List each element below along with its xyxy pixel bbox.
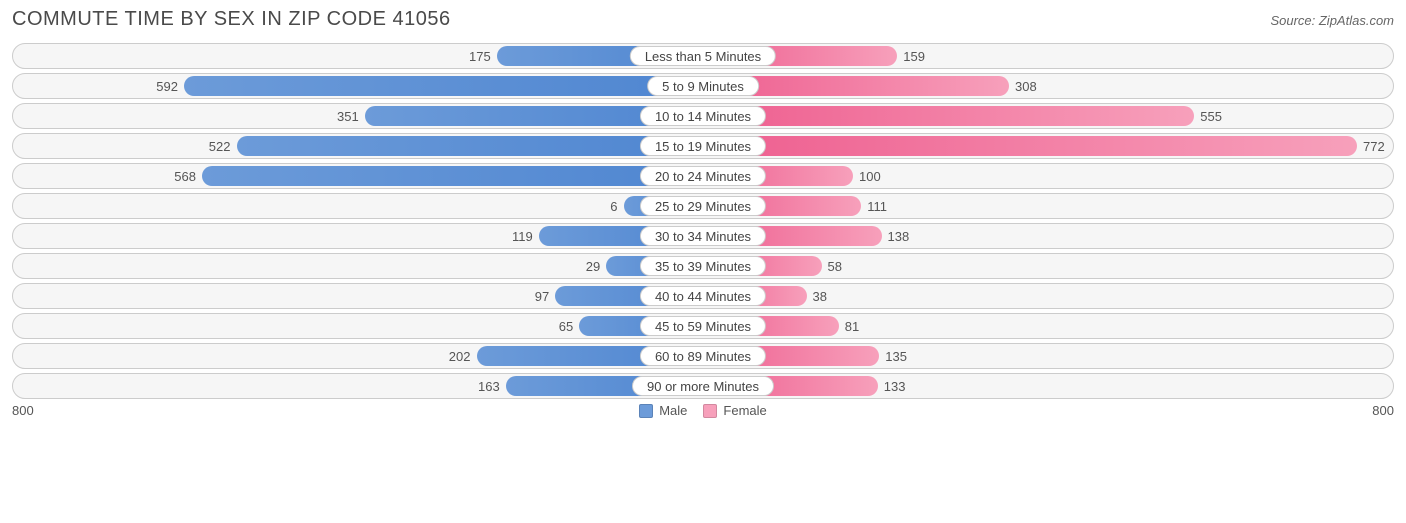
category-label: 90 or more Minutes [632, 376, 774, 396]
value-label-female: 111 [867, 194, 887, 220]
bar-male [237, 136, 704, 156]
value-label-male: 119 [512, 224, 533, 250]
bar-track: 351 555 10 to 14 Minutes [12, 103, 1394, 129]
category-label: 60 to 89 Minutes [640, 346, 766, 366]
value-label-female: 772 [1363, 134, 1385, 160]
axis-max-right: 800 [1372, 403, 1394, 418]
bar-row: 522 772 15 to 19 Minutes [12, 133, 1394, 159]
value-label-female: 81 [845, 314, 859, 340]
bar-track: 202 135 60 to 89 Minutes [12, 343, 1394, 369]
category-label: 25 to 29 Minutes [640, 196, 766, 216]
bar-track: 65 81 45 to 59 Minutes [12, 313, 1394, 339]
bar-track: 97 38 40 to 44 Minutes [12, 283, 1394, 309]
bar-track: 6 111 25 to 29 Minutes [12, 193, 1394, 219]
value-label-male: 6 [610, 194, 617, 220]
legend-item-female: Female [703, 403, 766, 418]
bar-track: 568 100 20 to 24 Minutes [12, 163, 1394, 189]
category-label: 15 to 19 Minutes [640, 136, 766, 156]
value-label-male: 568 [174, 164, 196, 190]
bar-track: 119 138 30 to 34 Minutes [12, 223, 1394, 249]
value-label-female: 555 [1200, 104, 1222, 130]
category-label: 40 to 44 Minutes [640, 286, 766, 306]
value-label-male: 592 [156, 74, 178, 100]
value-label-male: 163 [478, 374, 500, 400]
bar-female [703, 136, 1357, 156]
category-label: 35 to 39 Minutes [640, 256, 766, 276]
bar-row: 29 58 35 to 39 Minutes [12, 253, 1394, 279]
bar-row: 163 133 90 or more Minutes [12, 373, 1394, 399]
legend-label-female: Female [723, 403, 766, 418]
value-label-male: 522 [209, 134, 231, 160]
bar-track: 522 772 15 to 19 Minutes [12, 133, 1394, 159]
value-label-male: 202 [449, 344, 471, 370]
bar-row: 592 308 5 to 9 Minutes [12, 73, 1394, 99]
bar-male [202, 166, 703, 186]
value-label-male: 97 [535, 284, 549, 310]
value-label-male: 175 [469, 44, 491, 70]
value-label-female: 308 [1015, 74, 1037, 100]
axis-max-left: 800 [12, 403, 34, 418]
category-label: 45 to 59 Minutes [640, 316, 766, 336]
bar-track: 175 159 Less than 5 Minutes [12, 43, 1394, 69]
bar-track: 163 133 90 or more Minutes [12, 373, 1394, 399]
bar-row: 119 138 30 to 34 Minutes [12, 223, 1394, 249]
category-label: Less than 5 Minutes [630, 46, 776, 66]
diverging-bar-chart: 175 159 Less than 5 Minutes 592 308 5 to 9 Mi… [12, 43, 1394, 399]
legend-item-male: Male [639, 403, 687, 418]
value-label-female: 133 [884, 374, 906, 400]
value-label-female: 58 [828, 254, 842, 280]
category-label: 30 to 34 Minutes [640, 226, 766, 246]
category-label: 20 to 24 Minutes [640, 166, 766, 186]
bar-row: 6 111 25 to 29 Minutes [12, 193, 1394, 219]
bar-female [703, 106, 1194, 126]
chart-header: Commute Time by Sex in Zip Code 41056 So… [12, 8, 1394, 31]
swatch-female [703, 404, 717, 418]
bar-track: 29 58 35 to 39 Minutes [12, 253, 1394, 279]
bar-row: 97 38 40 to 44 Minutes [12, 283, 1394, 309]
value-label-female: 38 [813, 284, 827, 310]
bar-track: 592 308 5 to 9 Minutes [12, 73, 1394, 99]
chart-footer: 800 Male Female 800 [12, 403, 1394, 418]
swatch-male [639, 404, 653, 418]
bar-row: 568 100 20 to 24 Minutes [12, 163, 1394, 189]
value-label-female: 100 [859, 164, 881, 190]
legend-label-male: Male [659, 403, 687, 418]
legend: Male Female [639, 403, 767, 418]
category-label: 10 to 14 Minutes [640, 106, 766, 126]
value-label-female: 135 [885, 344, 907, 370]
value-label-male: 29 [586, 254, 600, 280]
value-label-male: 65 [559, 314, 573, 340]
chart-source: Source: ZipAtlas.com [1270, 13, 1394, 28]
category-label: 5 to 9 Minutes [647, 76, 759, 96]
value-label-female: 138 [888, 224, 910, 250]
bar-row: 65 81 45 to 59 Minutes [12, 313, 1394, 339]
bar-row: 351 555 10 to 14 Minutes [12, 103, 1394, 129]
bar-row: 175 159 Less than 5 Minutes [12, 43, 1394, 69]
bar-male [184, 76, 703, 96]
value-label-female: 159 [903, 44, 925, 70]
bar-row: 202 135 60 to 89 Minutes [12, 343, 1394, 369]
value-label-male: 351 [337, 104, 359, 130]
chart-title: Commute Time by Sex in Zip Code 41056 [12, 8, 451, 31]
